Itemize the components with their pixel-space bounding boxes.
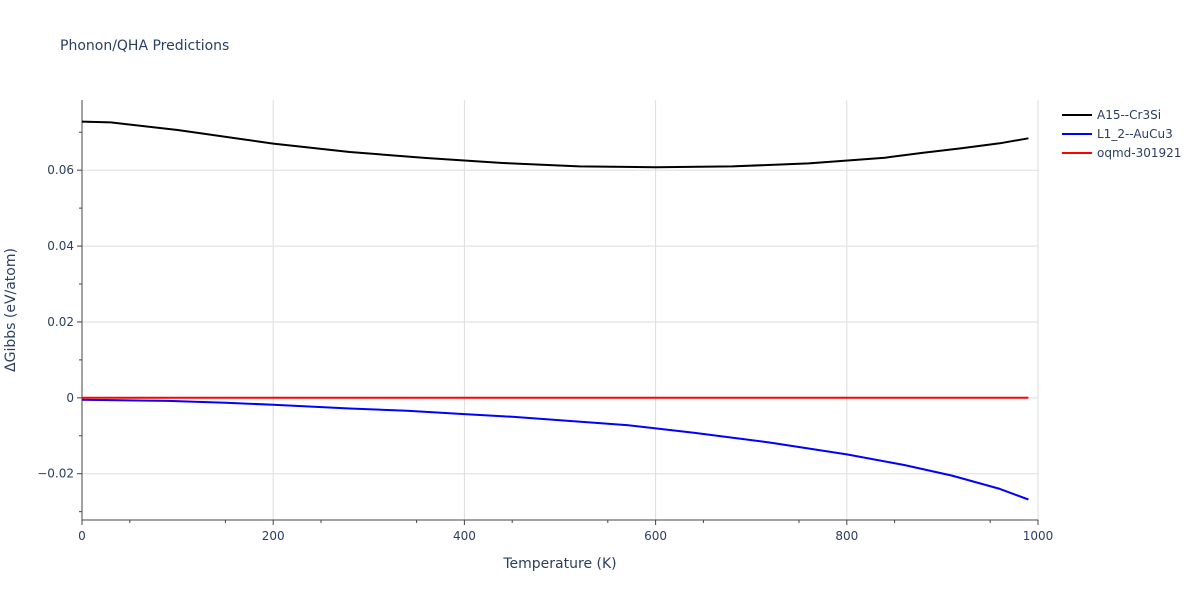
- x-tick-label: 600: [644, 529, 667, 543]
- y-tick-label: 0.02: [47, 315, 74, 329]
- y-tick-label: −0.02: [37, 467, 74, 481]
- legend-label-2: oqmd-301921: [1097, 146, 1181, 160]
- x-tick-label: 400: [453, 529, 476, 543]
- y-tick-label: 0.04: [47, 239, 74, 253]
- plot-series: [81, 120, 1029, 501]
- chart-title: Phonon/QHA Predictions: [60, 38, 229, 54]
- series-line-1: [81, 398, 1029, 501]
- gridlines: [82, 100, 1039, 520]
- x-tick-label: 1000: [1023, 529, 1054, 543]
- legend-label-1: L1_2--AuCu3: [1097, 127, 1173, 141]
- x-tick-label: 800: [835, 529, 858, 543]
- x-axis-title: Temperature (K): [502, 556, 616, 572]
- y-tick-label: 0: [66, 391, 74, 405]
- y-tick-label: 0.06: [47, 163, 74, 177]
- legend[interactable]: A15--Cr3Si L1_2--AuCu3 oqmd-301921: [1062, 108, 1181, 160]
- y-axis-title: ΔGibbs (eV/atom): [3, 248, 19, 372]
- x-tick-label: 0: [78, 529, 86, 543]
- axes: 0 200 400 600 800 1000 −0.02 0 0.02 0.04 0.06: [37, 100, 1053, 543]
- series-line-0: [81, 120, 1029, 169]
- legend-label-0: A15--Cr3Si: [1097, 108, 1161, 122]
- x-tick-label: 200: [262, 529, 285, 543]
